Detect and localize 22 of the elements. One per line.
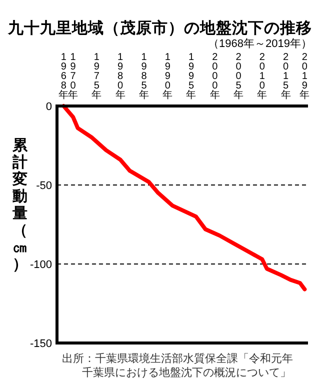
x-tick-label: 1968年	[58, 52, 69, 101]
text: 出所：千葉県環境生活部水質保全課「令和元年	[62, 352, 293, 365]
x-tick-label: 1975年	[92, 52, 102, 101]
x-tick-label: 1995年	[186, 52, 196, 101]
x-tick-label: 1980年	[115, 52, 126, 101]
x-tick-label: 1970年	[68, 52, 78, 101]
text: 千葉県における地盤沈下の概況について」	[82, 366, 291, 379]
y-axis-title: 累計変動量（㎝）	[12, 137, 28, 273]
x-tick-label: 2015年	[280, 52, 291, 101]
chart-subtitle: （1968年～2019年）	[208, 38, 312, 50]
x-tick-label: 1985年	[138, 52, 149, 101]
y-tick-label: -100	[30, 258, 52, 271]
x-tick-label: 2000年	[210, 52, 220, 101]
x-tick-label: 2005年	[234, 52, 244, 101]
y-tick-label: 0	[46, 100, 52, 113]
chart-title: 九十九里地域（茂原市）の地盤沈下の推移	[7, 19, 312, 37]
x-tick-label: 1990年	[162, 52, 173, 101]
y-tick-label: -50	[36, 180, 52, 192]
y-tick-label: -150	[30, 338, 52, 350]
x-tick-label: 2019年	[300, 52, 310, 101]
line-series	[62, 104, 307, 292]
x-tick-label: 2010年	[257, 52, 268, 101]
